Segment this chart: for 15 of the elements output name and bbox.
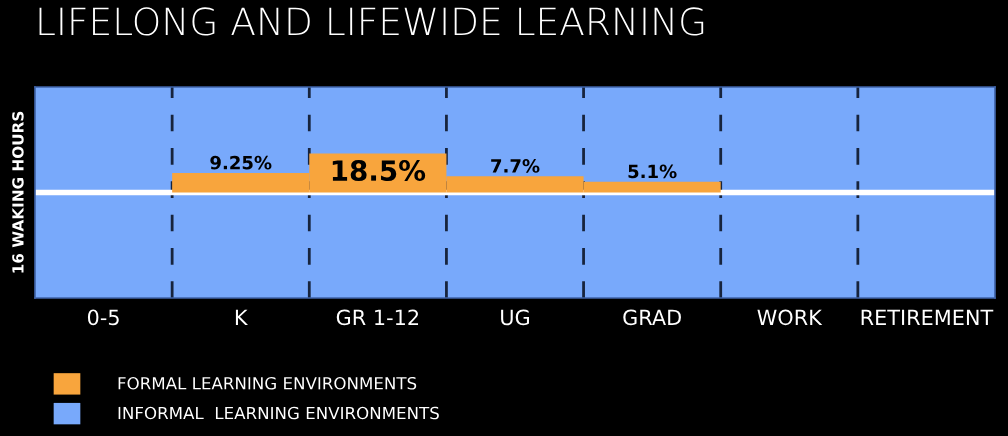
x-tick-label: 0-5 — [87, 309, 119, 326]
x-tick-label: UG — [501, 309, 529, 326]
legend-label: FORMAL LEARNING ENVIRONMENTS — [118, 376, 417, 390]
x-tick-label: GRAD — [623, 309, 681, 326]
chart-title: LIFELONG AND LIFEWIDE LEARNING — [39, 7, 704, 36]
x-tick-label: WORK — [757, 309, 823, 326]
y-axis-title: 16 WAKING HOURS — [12, 111, 24, 273]
x-tick-label: RETIREMENT — [861, 309, 994, 325]
legend-label: INFORMAL LEARNING ENVIRONMENTS — [118, 406, 439, 420]
data-label: 7.7% — [491, 159, 540, 173]
data-label: 9.25% — [210, 155, 272, 170]
x-tick-label: K — [235, 309, 248, 325]
x-tick-label: GR 1-12 — [336, 309, 419, 326]
data-label: 5.1% — [628, 164, 677, 179]
data-label: 18.5% — [332, 160, 426, 182]
